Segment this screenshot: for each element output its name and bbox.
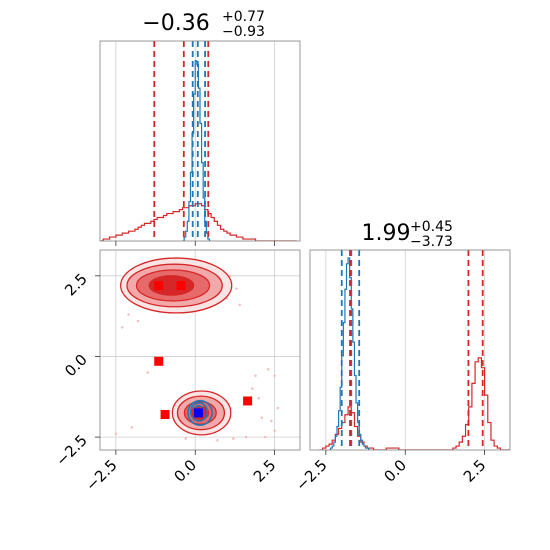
right-xtick-label: −2.5	[292, 456, 330, 494]
joint-scatter-point	[232, 437, 235, 440]
right-frame	[309, 249, 511, 451]
title-param1-minus: −3.73	[410, 234, 453, 250]
joint-scatter-point	[235, 287, 238, 290]
joint-scatter-point	[136, 319, 140, 323]
joint-scatter-point	[184, 437, 187, 440]
joint-red-marker	[154, 356, 164, 366]
joint-xtick-label: −2.5	[82, 456, 120, 494]
title-param0-plus: +0.77	[222, 9, 265, 25]
top-frame	[99, 40, 301, 242]
joint-ytick-label: −2.5	[52, 431, 90, 469]
title-param0-center: −0.36	[142, 11, 209, 36]
title-param0: −0.36	[142, 11, 209, 36]
top-series	[100, 41, 297, 241]
joint-frame	[99, 249, 301, 451]
joint-xtick-label: 2.5	[250, 456, 280, 486]
joint-scatter-point	[273, 429, 276, 432]
joint-blue-contour	[187, 399, 213, 426]
joint-red-contour	[148, 275, 195, 296]
right-xtick-label: 0.0	[380, 456, 410, 486]
joint-scatter-point	[260, 416, 264, 419]
joint-scatter-point	[238, 303, 241, 307]
joint-series	[114, 257, 279, 442]
joint-scatter-point	[130, 426, 133, 429]
joint-scatter-point	[251, 387, 254, 390]
title-param0-minus: −0.93	[222, 24, 265, 40]
right-xtick-label: 2.5	[460, 456, 490, 486]
joint-scatter-point	[146, 371, 149, 374]
joint-scatter-point	[270, 419, 273, 423]
right-series	[319, 250, 510, 450]
joint-scatter-point	[273, 374, 276, 378]
joint-ytick-label: 2.5	[61, 270, 91, 300]
joint-scatter-point	[216, 439, 219, 442]
joint-scatter-point	[263, 435, 267, 439]
joint-scatter-point	[244, 435, 248, 439]
joint-red-marker	[176, 280, 186, 290]
joint-scatter-point	[276, 406, 279, 410]
joint-xtick-label: 0.0	[170, 456, 200, 486]
joint-blue-marker	[193, 408, 203, 418]
panel-hist-param1: −2.5 0.0 2.5	[292, 249, 511, 495]
panel-hist-param0	[99, 40, 301, 246]
joint-scatter-point	[121, 326, 124, 329]
joint-red-marker	[154, 280, 164, 290]
joint-red-marker	[243, 396, 253, 406]
joint-scatter-point	[127, 313, 130, 316]
title-param1-plus: +0.45	[410, 219, 453, 235]
joint-scatter-point	[254, 374, 257, 378]
joint-scatter-point	[257, 397, 260, 400]
right-blue-histogram	[329, 257, 371, 450]
title-param1-center: 1.99	[362, 221, 411, 246]
right-red-histogram	[319, 357, 510, 450]
joint-blue-contour	[189, 402, 209, 422]
joint-scatter-point	[114, 432, 118, 436]
joint-scatter-point	[267, 368, 270, 371]
joint-red-marker	[160, 410, 170, 420]
joint-ytick-label: 0.0	[61, 351, 91, 381]
panel-joint: −2.5 0.0 2.5 −2.5 0.0 2.5	[52, 249, 301, 495]
